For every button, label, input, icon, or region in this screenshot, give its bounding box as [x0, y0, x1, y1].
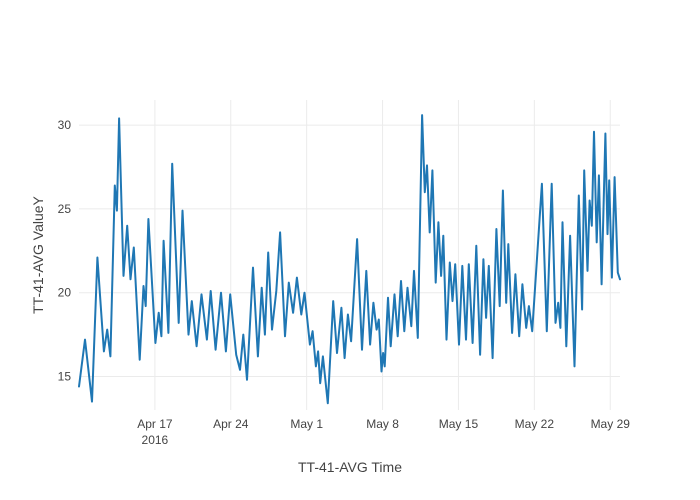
x-tick-label: May 1: [290, 417, 323, 431]
y-tick-label: 15: [58, 369, 72, 383]
series-line: [78, 114, 621, 405]
y-tick-label: 25: [58, 202, 72, 216]
y-tick-label: 30: [58, 118, 72, 132]
x-tick-year-label: 2016: [142, 433, 169, 447]
x-tick-label: May 15: [439, 417, 479, 431]
y-tick-label: 20: [58, 286, 72, 300]
x-tick-label: May 29: [591, 417, 631, 431]
x-tick-label: Apr 17: [137, 417, 173, 431]
x-tick-label: Apr 24: [213, 417, 249, 431]
x-tick-label: May 8: [366, 417, 399, 431]
x-tick-label: May 22: [515, 417, 555, 431]
